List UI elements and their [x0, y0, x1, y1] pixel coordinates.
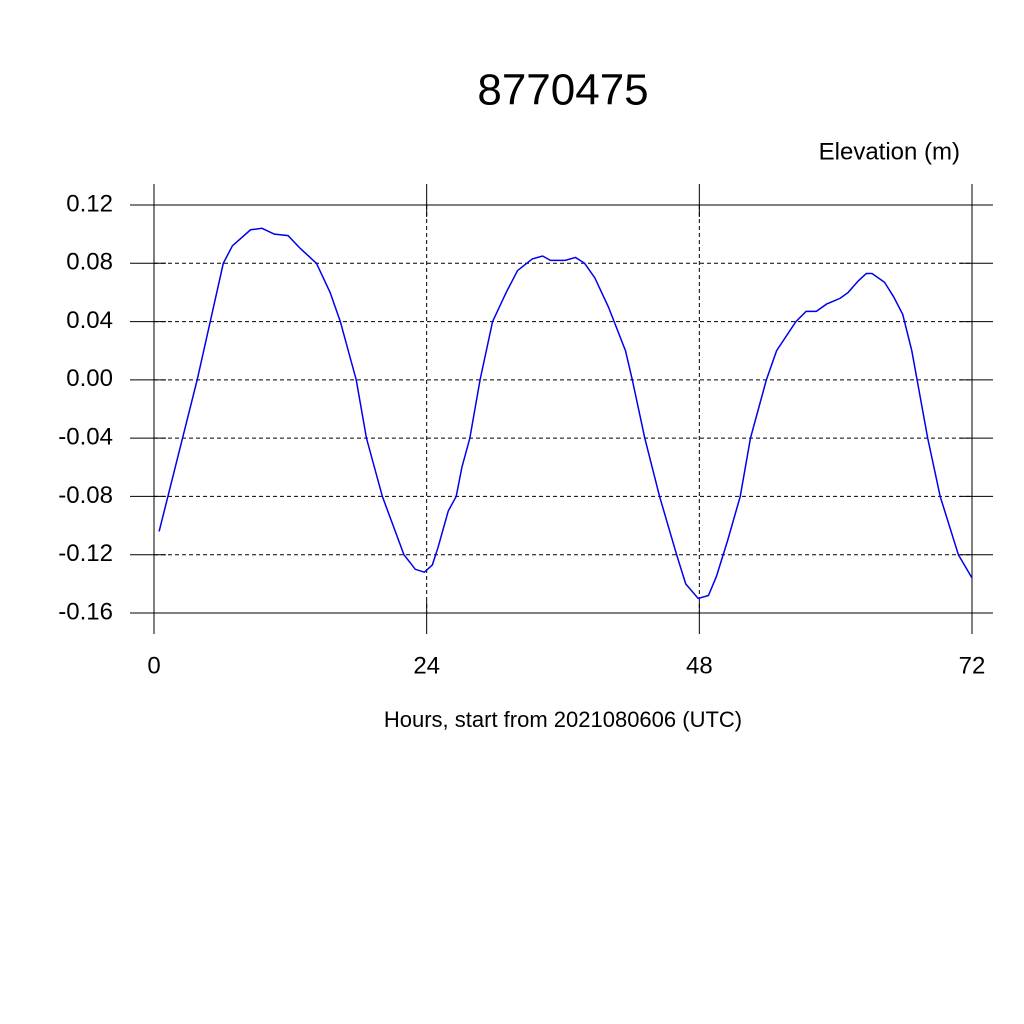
x-tick-label: 0	[147, 652, 160, 679]
x-axis-label: Hours, start from 2021080606 (UTC)	[384, 707, 742, 732]
y-tick-label: 0.08	[66, 249, 113, 276]
y-axis-label: Elevation (m)	[819, 138, 960, 165]
y-tick-label: 0.04	[66, 307, 113, 334]
x-tick-label: 24	[413, 652, 440, 679]
x-tick-label: 48	[686, 652, 713, 679]
chart-title: 8770475	[477, 66, 648, 115]
data-line	[158, 227, 973, 600]
x-tick-label: 72	[959, 652, 986, 679]
y-tick-label: -0.04	[58, 423, 113, 450]
y-tick-label: 0.12	[66, 190, 113, 217]
y-tick-label: -0.12	[58, 540, 113, 567]
y-tick-label: 0.00	[66, 365, 113, 392]
y-tick-label: -0.08	[58, 482, 113, 509]
y-tick-label: -0.16	[58, 598, 113, 625]
